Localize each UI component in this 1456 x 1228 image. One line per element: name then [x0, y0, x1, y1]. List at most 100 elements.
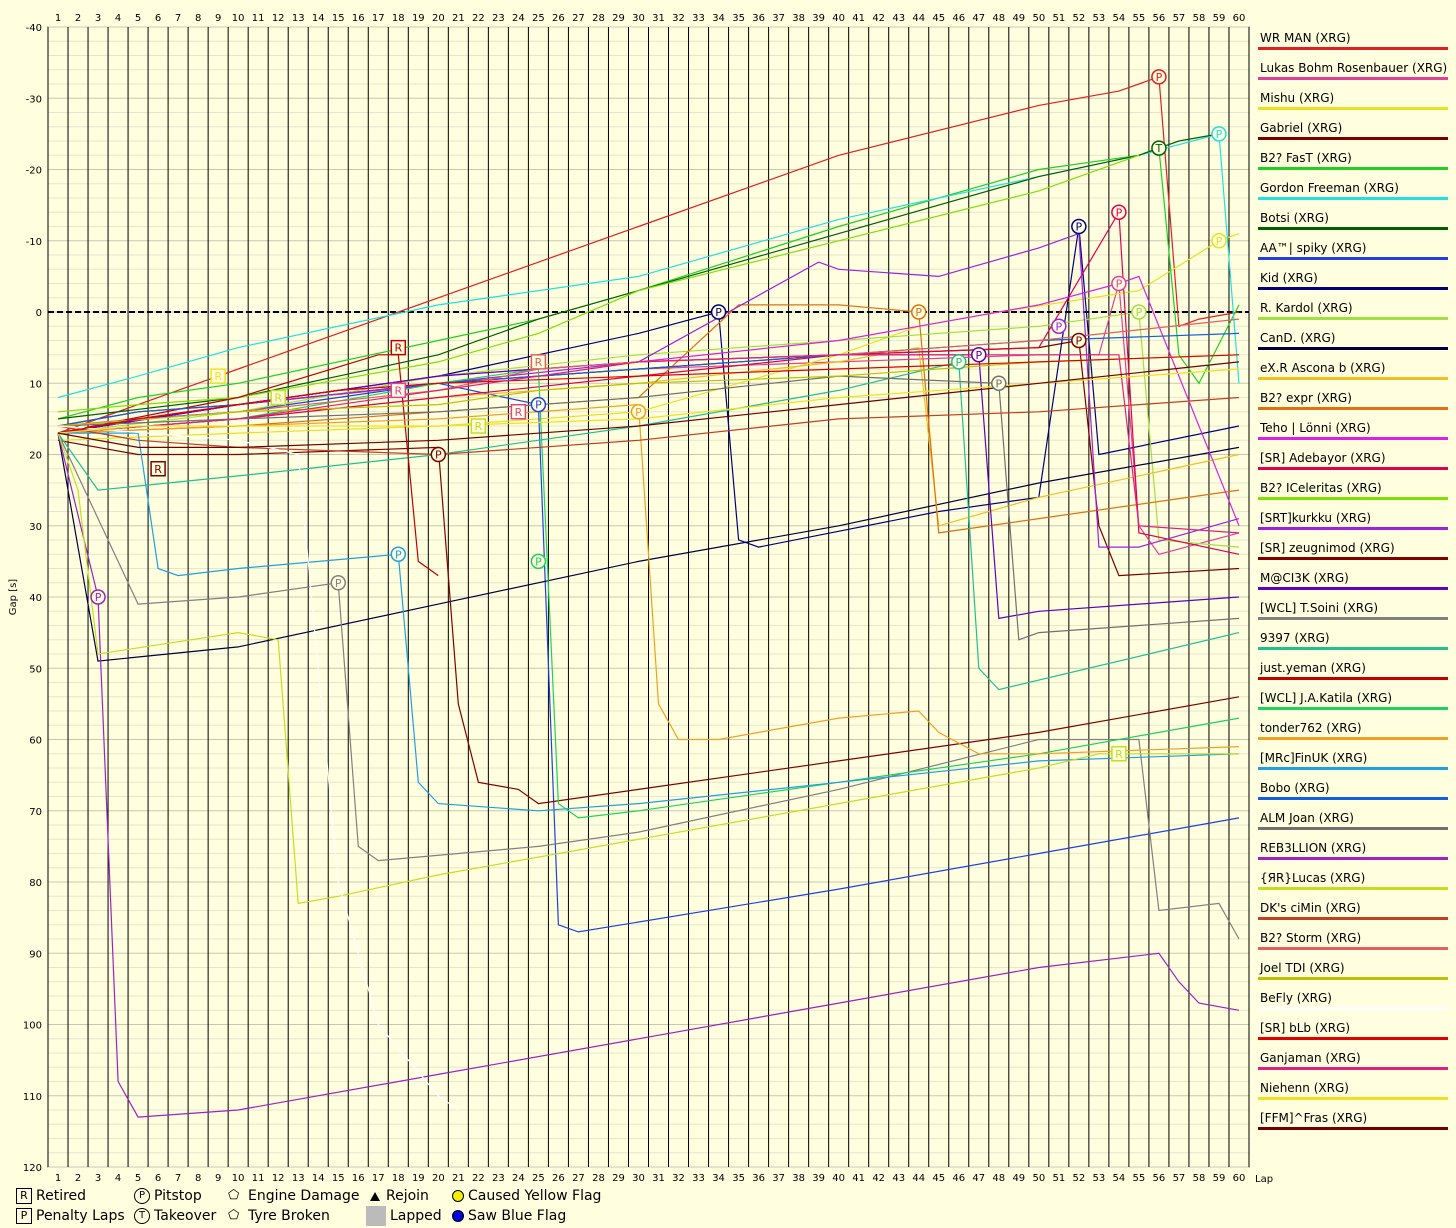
marker-letter: R	[515, 406, 523, 419]
y-tick-label: 40	[29, 593, 42, 604]
marker-letter: P	[1136, 306, 1143, 319]
pitstop-marker	[530, 553, 547, 570]
x-tick-label-top: 35	[732, 13, 745, 24]
x-tick-label-bottom: 59	[1213, 1173, 1226, 1184]
legend-label: Niehenn (XRG)	[1260, 1081, 1349, 1095]
y-tick-label: 0	[36, 308, 42, 319]
legend-entry: CanD. (XRG)	[1258, 326, 1450, 356]
pitstop-marker	[1051, 318, 1067, 334]
legend-label: Teho | Lönni (XRG)	[1260, 421, 1371, 435]
marker-letter: P	[1156, 71, 1163, 84]
x-tick-label-top: 30	[632, 13, 645, 24]
x-tick-label-bottom: 8	[195, 1173, 201, 1184]
marker-letter: P	[535, 399, 542, 412]
retired-icon: R	[16, 1188, 32, 1204]
legend-label: Botsi (XRG)	[1260, 211, 1329, 225]
legend-swatch	[1258, 437, 1448, 440]
legend-swatch	[1258, 107, 1448, 110]
legend-swatch	[1258, 407, 1448, 410]
x-tick-label-top: 26	[552, 13, 565, 24]
legend-entry: tonder762 (XRG)	[1258, 716, 1450, 746]
legend-entry: M@CI3K (XRG)	[1258, 566, 1450, 596]
pitstop-marker	[90, 589, 106, 605]
x-tick-label-bottom: 22	[472, 1173, 485, 1184]
x-tick-label-bottom: 6	[155, 1173, 161, 1184]
y-tick-label: 60	[29, 736, 42, 747]
x-tick-label-top: 55	[1133, 13, 1146, 24]
legend-swatch	[1258, 77, 1448, 80]
x-tick-label-top: 56	[1153, 13, 1166, 24]
x-tick-label-bottom: 26	[552, 1173, 565, 1184]
series-line-31	[57, 354, 1240, 427]
key-penalty-laps: P Penalty Laps	[16, 1208, 125, 1224]
y-tick-label: 90	[29, 949, 42, 960]
x-tick-label-top: 57	[1173, 13, 1186, 24]
x-tick-label-bottom: 2	[75, 1173, 81, 1184]
legend-label: REB3LLION (XRG)	[1260, 841, 1367, 855]
marker-letter: P	[395, 548, 402, 561]
legend-entry: [SRT]kurkku (XRG)	[1258, 506, 1450, 536]
series-line-33	[57, 354, 1240, 434]
retired-marker	[390, 382, 407, 399]
x-tick-label-bottom: 25	[532, 1173, 545, 1184]
series-line-15	[57, 154, 1140, 413]
y-tick-label: 10	[29, 379, 42, 390]
legend-swatch	[1258, 47, 1448, 50]
x-tick-label-bottom: 5	[135, 1173, 141, 1184]
marker-letter: P	[635, 406, 642, 419]
x-tick-label-top: 14	[312, 13, 325, 24]
series-line-4	[57, 147, 1240, 420]
legend-label: [SR] zeugnimod (XRG)	[1260, 541, 1395, 555]
x-axis-label: Lap	[1255, 1174, 1273, 1185]
x-tick-label-bottom: 31	[652, 1173, 665, 1184]
marker-letter: R	[394, 342, 402, 355]
pitstop-marker	[1071, 332, 1087, 349]
x-tick-label-top: 16	[352, 13, 365, 24]
marker-letter: P	[1056, 320, 1063, 333]
legend-swatch	[1258, 857, 1448, 860]
legend-swatch	[1258, 557, 1448, 560]
legend-label: Gordon Freeman (XRG)	[1260, 181, 1399, 195]
tyre-broken-icon: ⬠	[228, 1208, 240, 1223]
x-tick-label-bottom: 34	[712, 1173, 725, 1184]
x-tick-label-top: 17	[372, 13, 385, 24]
pitstop-marker	[971, 347, 987, 363]
legend-entry: DK's ciMin (XRG)	[1258, 896, 1450, 926]
retired-marker	[1111, 746, 1127, 762]
series-line-17	[57, 439, 1240, 805]
marker-letter: P	[1076, 221, 1083, 234]
x-tick-label-top: 46	[952, 13, 965, 24]
marker-letter: P	[435, 449, 442, 462]
legend-label: eX.R Ascona b (XRG)	[1260, 361, 1386, 375]
pitstop-marker	[1211, 126, 1227, 142]
legend-entry: just.yeman (XRG)	[1258, 656, 1450, 686]
legend-swatch	[1258, 1037, 1448, 1040]
marker-letter: P	[995, 377, 1002, 390]
x-tick-label-bottom: 56	[1153, 1173, 1166, 1184]
legend-entry: R. Kardol (XRG)	[1258, 296, 1450, 326]
legend-swatch	[1258, 167, 1448, 170]
key-lapped: Lapped	[366, 1206, 442, 1226]
legend-swatch	[1258, 227, 1448, 230]
series-line-23	[57, 403, 1240, 755]
legend-label: [WCL] T.Soini (XRG)	[1260, 601, 1379, 615]
y-tick-label: 120	[23, 1163, 42, 1174]
legend-entry: ALM Joan (XRG)	[1258, 806, 1450, 836]
x-tick-label-top: 7	[175, 13, 181, 24]
legend-entry: 9397 (XRG)	[1258, 626, 1450, 656]
x-tick-label-bottom: 58	[1193, 1173, 1206, 1184]
legend-label: Bobo (XRG)	[1260, 781, 1330, 795]
y-tick-label: 50	[29, 664, 42, 675]
legend-entry: Niehenn (XRG)	[1258, 1076, 1450, 1106]
pitstop-marker	[910, 304, 927, 320]
series-line-21	[57, 354, 439, 577]
x-tick-label-bottom: 41	[852, 1173, 865, 1184]
legend-label: B2? ICeleritas (XRG)	[1260, 481, 1382, 495]
x-tick-label-top: 43	[892, 13, 905, 24]
legend-label: [SRT]kurkku (XRG)	[1260, 511, 1372, 525]
pitstop-marker	[1211, 233, 1227, 249]
key-retired: R Retired	[16, 1188, 86, 1204]
x-tick-label-top: 60	[1233, 13, 1246, 24]
retired-marker	[150, 461, 166, 477]
legend-swatch	[1258, 947, 1448, 950]
